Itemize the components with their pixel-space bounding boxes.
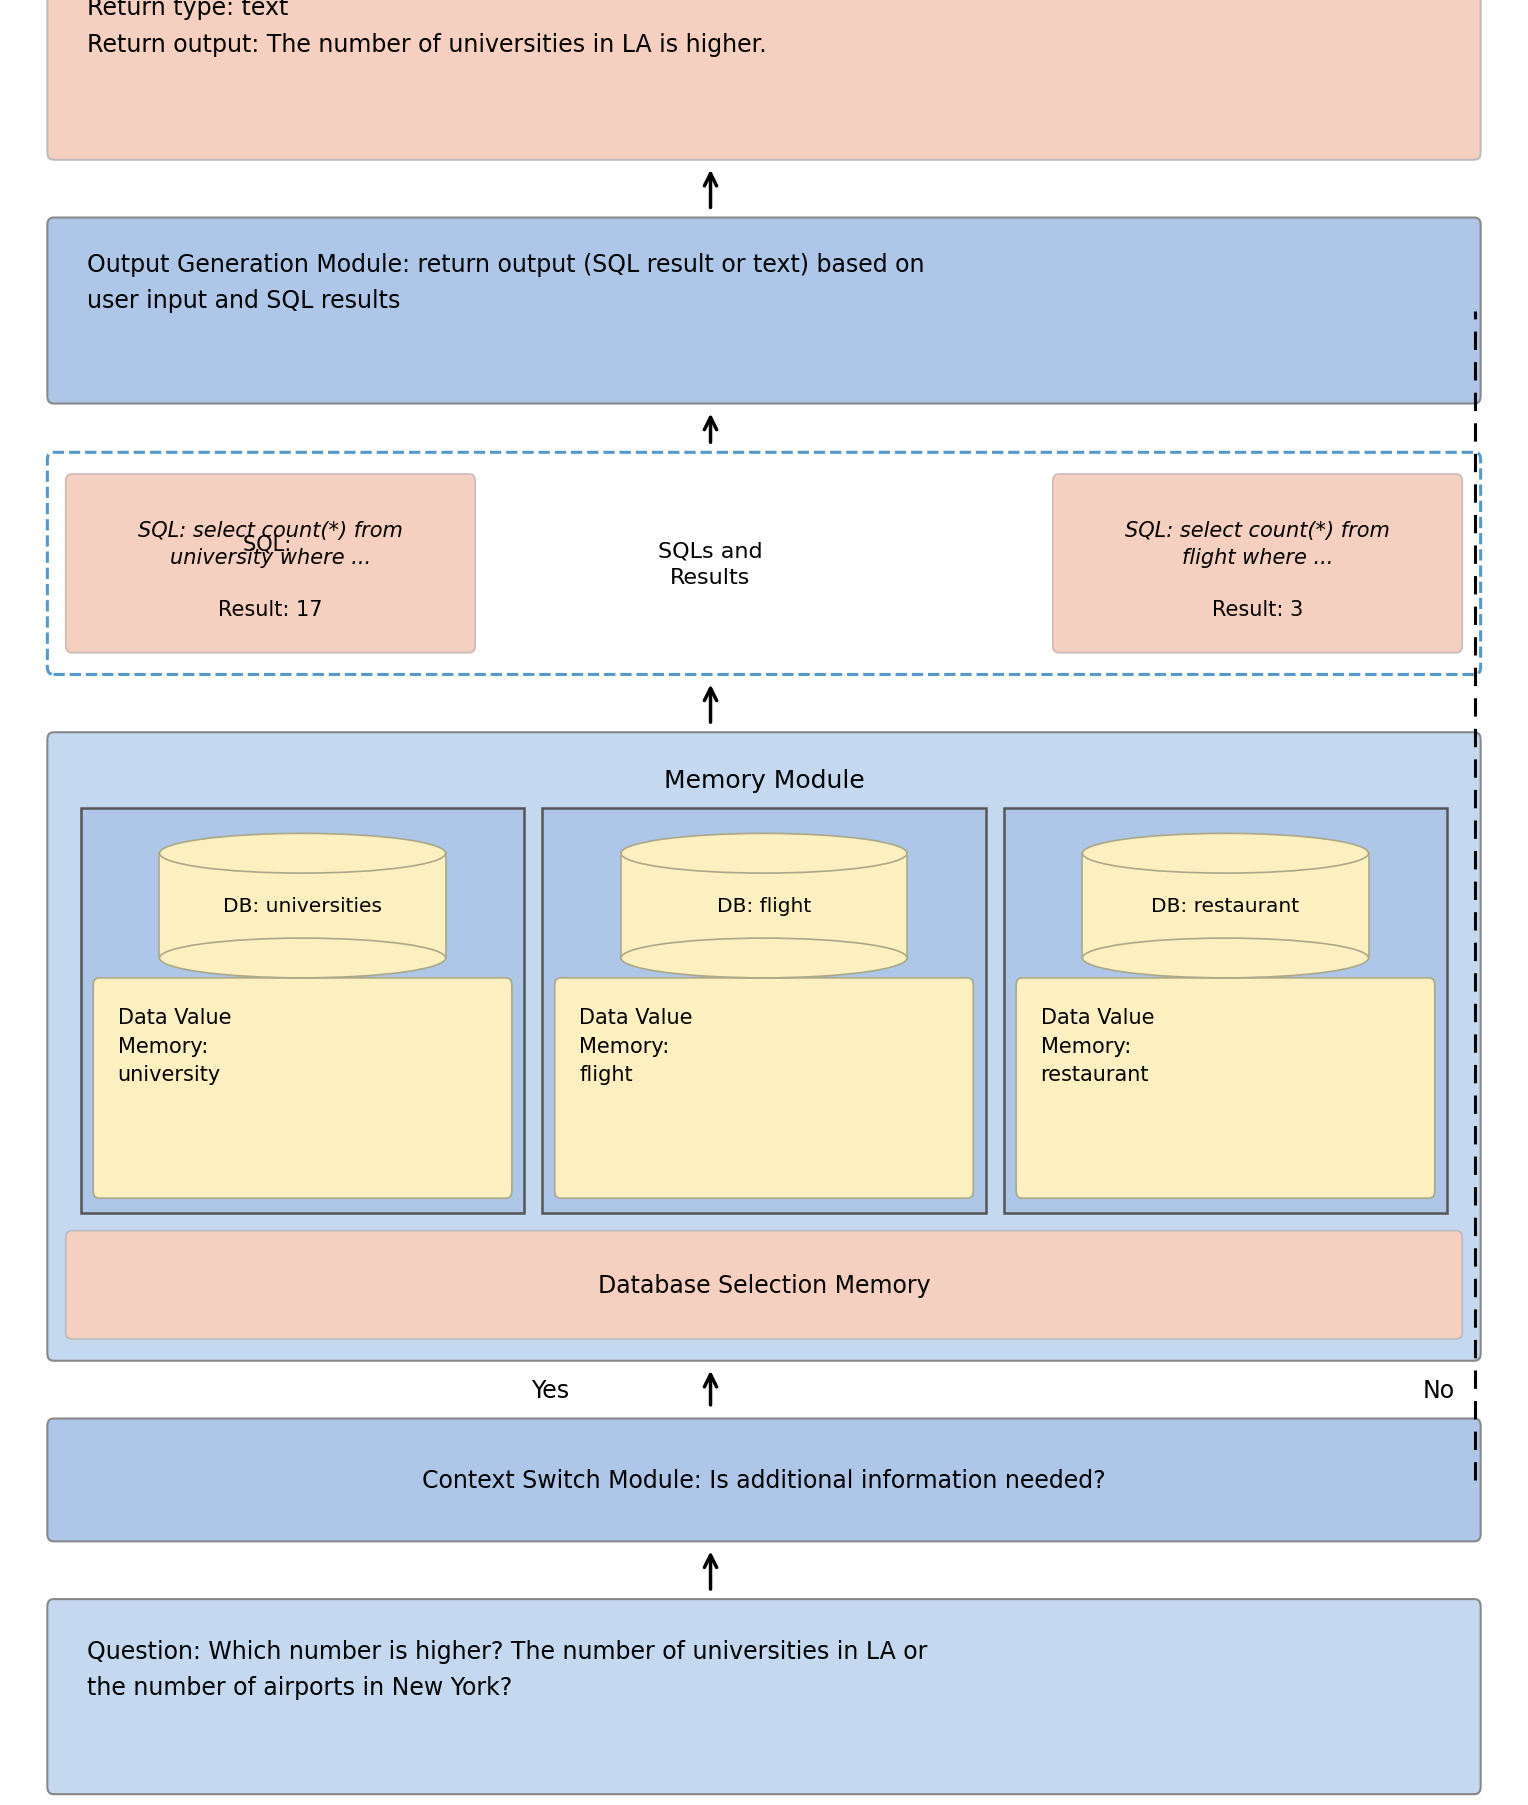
Text: SQL:: SQL: xyxy=(243,534,298,554)
FancyBboxPatch shape xyxy=(47,218,1481,404)
Bar xyxy=(1082,854,1369,958)
Text: Data Value
Memory:
flight: Data Value Memory: flight xyxy=(579,1007,692,1085)
FancyBboxPatch shape xyxy=(1053,475,1462,653)
FancyBboxPatch shape xyxy=(66,1231,1462,1339)
Text: SQLs and
Results: SQLs and Results xyxy=(659,542,762,587)
Ellipse shape xyxy=(1082,939,1369,978)
FancyBboxPatch shape xyxy=(47,1419,1481,1541)
Text: DB: flight: DB: flight xyxy=(717,897,811,915)
FancyBboxPatch shape xyxy=(47,0,1481,161)
FancyBboxPatch shape xyxy=(47,733,1481,1361)
Text: Memory Module: Memory Module xyxy=(663,769,865,792)
Ellipse shape xyxy=(159,939,446,978)
FancyBboxPatch shape xyxy=(1016,978,1435,1199)
Text: Question: Which number is higher? The number of universities in LA or
the number: Question: Which number is higher? The nu… xyxy=(87,1639,927,1699)
Text: Result: 17: Result: 17 xyxy=(219,599,322,621)
Ellipse shape xyxy=(620,834,908,874)
Bar xyxy=(620,854,908,958)
FancyBboxPatch shape xyxy=(93,978,512,1199)
FancyBboxPatch shape xyxy=(66,475,475,653)
Bar xyxy=(1004,809,1447,1213)
Text: Database Selection Memory: Database Selection Memory xyxy=(597,1273,931,1298)
Text: Yes: Yes xyxy=(532,1377,568,1402)
Text: Context Switch Module: Is additional information needed?: Context Switch Module: Is additional inf… xyxy=(422,1467,1106,1493)
Text: SQL: select count(*) from
university where ...: SQL: select count(*) from university whe… xyxy=(138,522,403,567)
FancyBboxPatch shape xyxy=(47,1599,1481,1794)
Text: DB: restaurant: DB: restaurant xyxy=(1152,897,1299,915)
Text: Result: 3: Result: 3 xyxy=(1212,599,1303,621)
Ellipse shape xyxy=(1082,834,1369,874)
Text: DB: universities: DB: universities xyxy=(223,897,382,915)
Text: Data Value
Memory:
university: Data Value Memory: university xyxy=(118,1007,231,1085)
Bar xyxy=(159,854,446,958)
FancyBboxPatch shape xyxy=(47,453,1481,675)
Text: SQL: select count(*) from
flight where ...: SQL: select count(*) from flight where .… xyxy=(1125,522,1390,567)
Text: Return type: text
Return output: The number of universities in LA is higher.: Return type: text Return output: The num… xyxy=(87,0,767,56)
Bar xyxy=(81,809,524,1213)
Bar xyxy=(542,809,986,1213)
Text: No: No xyxy=(1423,1377,1455,1402)
FancyBboxPatch shape xyxy=(555,978,973,1199)
Text: Data Value
Memory:
restaurant: Data Value Memory: restaurant xyxy=(1041,1007,1154,1085)
Ellipse shape xyxy=(159,834,446,874)
Text: Output Generation Module: return output (SQL result or text) based on
user input: Output Generation Module: return output … xyxy=(87,253,924,312)
Ellipse shape xyxy=(620,939,908,978)
